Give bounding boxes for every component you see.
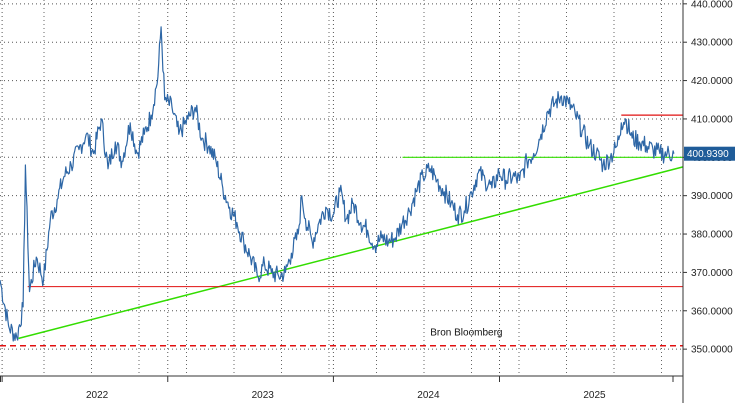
y-axis-ticks: 350.0000 360.0000 370.0000 380.0000 390.0000… [683,0,733,356]
overlay-line [18,166,684,340]
chart-axes [0,0,684,403]
x-tick-label: 2024 [417,390,440,401]
y-tick-label: 380.0000 [691,230,733,241]
price-series-line [0,26,675,342]
y-tick-label: 410.0000 [691,114,733,125]
y-tick-label: 430.0000 [691,38,733,49]
y-tick-label: 360.0000 [691,306,733,317]
annotations: Bron Bloomberg [430,327,502,338]
last-value-box [684,146,735,161]
last-value-badge: 400.9390 [684,146,735,161]
last-value-label: 400.9390 [687,149,729,160]
y-tick-label: 370.0000 [691,268,733,279]
x-axis-ticks: 2022 2023 2024 2025 [0,376,674,401]
y-tick-label: 390.0000 [691,191,733,202]
x-tick-label: 2022 [86,390,109,401]
y-tick-label: 440.0000 [691,0,733,10]
chart-grid [0,0,683,376]
source-annotation: Bron Bloomberg [430,327,502,338]
x-tick-label: 2025 [583,390,606,401]
trend-lines [0,114,684,347]
x-tick-label: 2023 [252,390,275,401]
y-tick-label: 420.0000 [691,76,733,87]
y-tick-label: 350.0000 [691,345,733,356]
